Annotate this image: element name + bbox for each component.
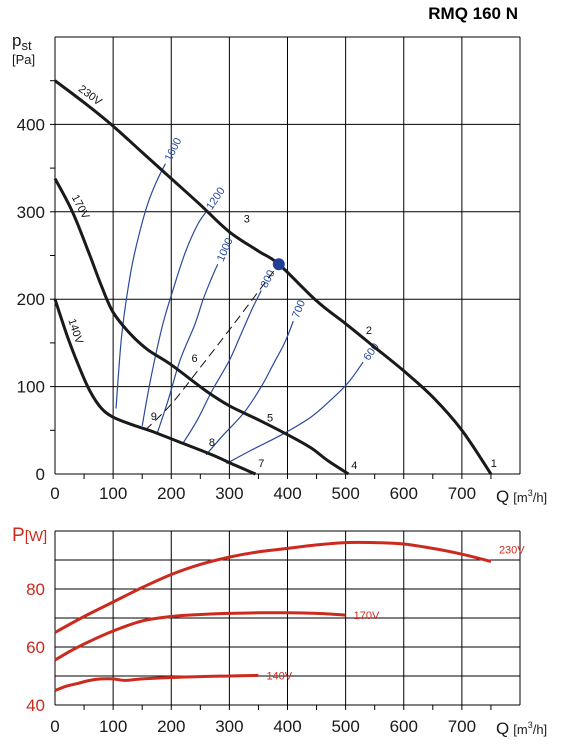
iso-speed-label-1000: 1000	[215, 236, 236, 263]
flow-axis-label-bottom: Q [m3/h]	[496, 719, 547, 738]
iso-speed-line-1600	[115, 163, 166, 409]
power-tick-label: 40	[26, 696, 45, 715]
curve-point-label-6: 6	[191, 353, 197, 365]
power-curve-140v	[54, 673, 259, 692]
power-flow-tick-label: 500	[331, 717, 359, 736]
iso-speed-line-700	[205, 320, 294, 456]
pressure-tick-label: 200	[17, 290, 45, 309]
flow-axis-label-top: Q [m3/h]	[496, 487, 547, 506]
iso-speed-label-1600: 1600	[163, 136, 185, 163]
power-tick-label: 60	[26, 638, 45, 657]
power-flow-tick-label: 300	[215, 717, 243, 736]
pressure-curve-140v	[53, 298, 257, 476]
power-chart-ticks: 0 100 200 300 400 500 600 700 40 60 80	[26, 580, 476, 736]
flow-tick-label: 700	[448, 484, 476, 503]
power-axis-label: P[W]	[12, 525, 47, 546]
power-tick-label: 80	[26, 580, 45, 599]
power-curve-170v	[54, 611, 346, 662]
flow-tick-label: 600	[390, 484, 418, 503]
curve-point-label-5: 5	[267, 413, 273, 425]
pressure-axis-unit: [Pa]	[12, 52, 35, 67]
pressure-tick-label: 100	[17, 378, 45, 397]
pressure-curve-230v	[54, 79, 493, 475]
iso-speed-line-600	[226, 361, 364, 465]
power-curve-label-230v: 230V	[499, 544, 525, 556]
flow-tick-label: 500	[331, 484, 359, 503]
power-flow-tick-label: 700	[448, 717, 476, 736]
power-curve-230v	[54, 540, 492, 634]
flow-tick-label: 300	[215, 484, 243, 503]
system-curve	[144, 263, 280, 431]
power-flow-tick-label: 0	[50, 717, 59, 736]
curve-point-label-7: 7	[258, 458, 264, 470]
power-flow-tick-label: 600	[390, 717, 418, 736]
pressure-chart-ticks: 0 100 200 300 400 500 600 700 0 100 200 300 400	[17, 115, 476, 503]
curve-point-label-4: 4	[351, 460, 357, 472]
power-curve-label-170v: 170V	[354, 610, 380, 622]
power-flow-tick-label: 200	[157, 717, 185, 736]
pressure-axis-label: pst	[12, 31, 32, 53]
flow-tick-label: 0	[50, 484, 59, 503]
iso-speed-label-1200: 1200	[204, 185, 228, 212]
iso-speed-line-1200	[141, 211, 207, 427]
curve-point-label-3: 3	[244, 213, 250, 225]
pressure-tick-label: 400	[17, 115, 45, 134]
flow-tick-label: 400	[273, 484, 301, 503]
flow-tick-label: 200	[157, 484, 185, 503]
pressure-curve-label-230v: 230V	[76, 83, 104, 108]
iso-speed-line-1000	[156, 263, 219, 435]
power-curve-label-140v: 140V	[266, 670, 292, 682]
curve-point-label-9: 9	[151, 411, 157, 423]
curve-point-label-8: 8	[209, 437, 215, 449]
power-flow-tick-label: 100	[99, 717, 127, 736]
pressure-chart-grid	[50, 36, 521, 479]
pressure-tick-label: 300	[17, 203, 45, 222]
curve-point-label-1: 1	[491, 458, 497, 470]
pressure-curve-170v	[53, 177, 350, 476]
operating-point-marker	[272, 258, 285, 271]
curve-point-label-2: 2	[366, 325, 372, 337]
chart-title: RMQ 160 N	[428, 4, 518, 23]
power-chart-curves: 230V 170V 140V	[54, 540, 525, 692]
iso-speed-line-800	[182, 290, 262, 444]
pressure-tick-label: 0	[36, 465, 45, 484]
pressure-chart-curves: 160012001000800700600230V170V140V1234567…	[53, 79, 497, 476]
flow-tick-label: 100	[99, 484, 127, 503]
pressure-curve-label-170v: 170V	[69, 193, 92, 222]
power-flow-tick-label: 400	[273, 717, 301, 736]
power-chart-grid	[54, 530, 521, 710]
iso-speed-label-700: 700	[290, 298, 308, 320]
